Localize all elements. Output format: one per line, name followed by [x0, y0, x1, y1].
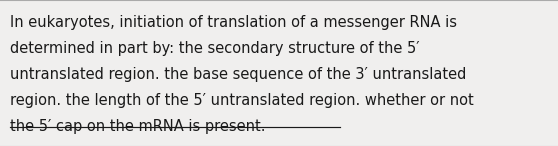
Text: untranslated region. the base sequence of the 3′ untranslated: untranslated region. the base sequence o…	[10, 67, 466, 82]
Text: region. the length of the 5′ untranslated region. whether or not: region. the length of the 5′ untranslate…	[10, 93, 474, 108]
Text: In eukaryotes, initiation of translation of a messenger RNA is: In eukaryotes, initiation of translation…	[10, 15, 457, 30]
Text: the 5′ cap on the mRNA is present.: the 5′ cap on the mRNA is present.	[10, 119, 266, 134]
Text: determined in part by: the secondary structure of the 5′: determined in part by: the secondary str…	[10, 41, 420, 56]
